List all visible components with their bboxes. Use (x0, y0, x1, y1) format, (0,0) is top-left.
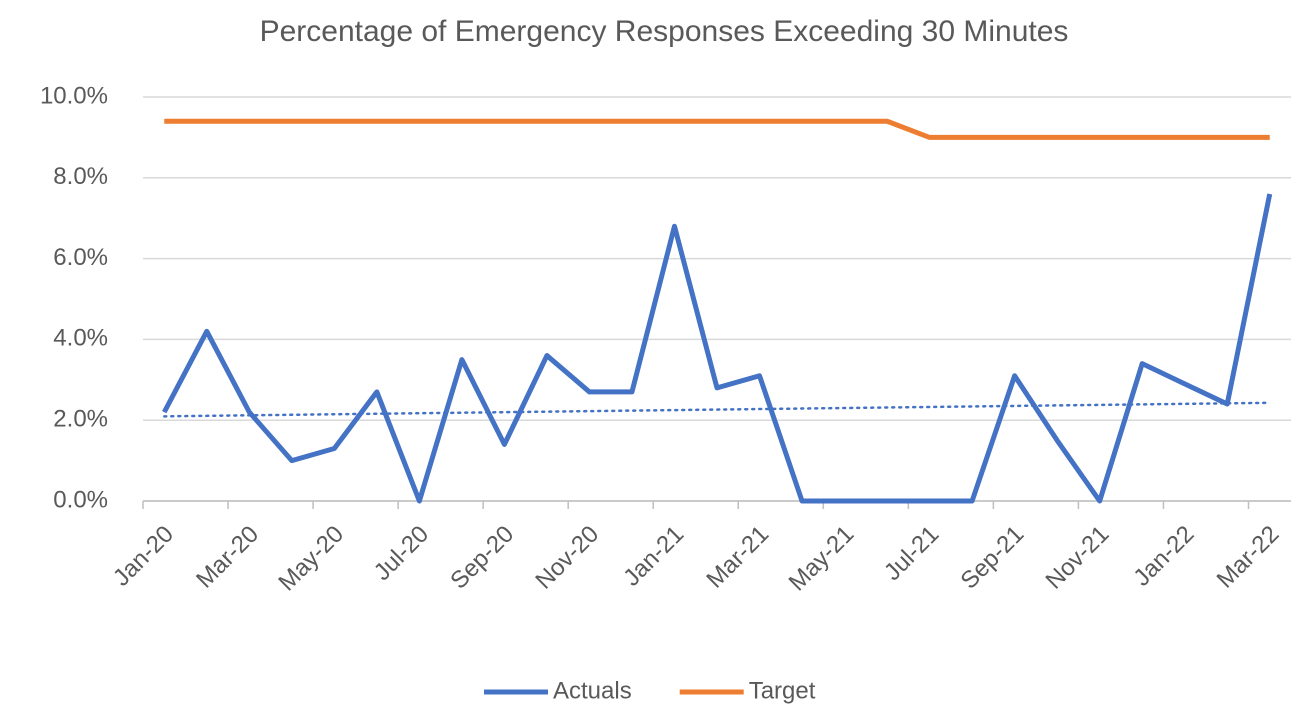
trendline (163, 401, 1271, 418)
x-tick-label: May-21 (784, 521, 860, 597)
series-line (162, 193, 1273, 504)
y-tick-label: 6.0% (53, 244, 108, 271)
y-tick-label: 10.0% (40, 82, 108, 109)
x-tick-label: May-20 (273, 521, 349, 597)
y-tick-label: 0.0% (53, 486, 108, 513)
y-tick-label: 2.0% (53, 406, 108, 433)
x-tick-label: Jan-20 (108, 521, 179, 592)
x-tick-label: Jan-22 (1128, 521, 1199, 592)
x-tick-label: Nov-20 (530, 521, 604, 595)
legend-label: Actuals (553, 677, 632, 704)
x-tick-label: Sep-20 (445, 521, 519, 595)
chart-title: Percentage of Emergency Responses Exceed… (260, 15, 1069, 48)
x-tick-label: Jul-21 (879, 521, 944, 586)
legend-label: Target (749, 677, 816, 704)
y-tick-label: 8.0% (53, 163, 108, 190)
series-line (164, 118, 1270, 140)
x-tick-label: Mar-21 (701, 521, 774, 594)
x-tick-label: Jul-20 (369, 521, 434, 586)
x-tick-label: Mar-22 (1212, 521, 1285, 594)
x-tick-label: Sep-21 (956, 521, 1030, 595)
x-tick-label: Jan-21 (618, 521, 689, 592)
y-tick-label: 4.0% (53, 325, 108, 352)
x-tick-label: Nov-21 (1041, 521, 1115, 595)
x-tick-label: Mar-20 (191, 521, 264, 594)
